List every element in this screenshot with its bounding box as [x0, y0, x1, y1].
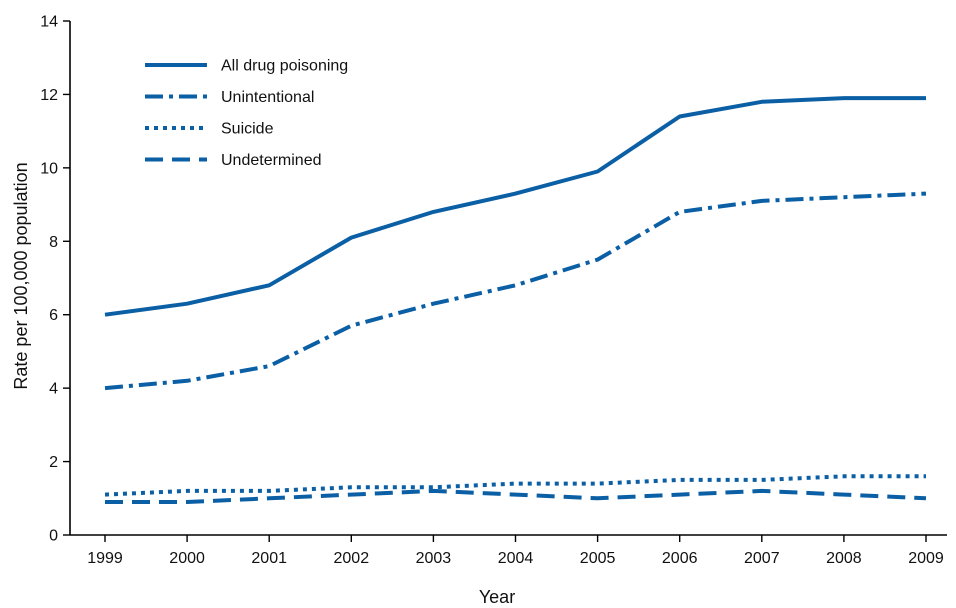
- series-line-undetermined: [105, 488, 927, 504]
- y-tick-label: 12: [40, 87, 58, 104]
- y-axis: 0 2 4 6 8 10 12 14: [40, 14, 71, 545]
- x-tick-label: 2005: [580, 550, 616, 567]
- legend-label: Unintentional: [221, 89, 314, 106]
- x-tick-label: 1999: [87, 550, 123, 567]
- x-tick-label: 2002: [334, 550, 370, 567]
- y-tick-label: 6: [49, 307, 58, 324]
- series-lines: [104, 96, 927, 504]
- x-tick-label: 2009: [908, 550, 944, 567]
- x-axis: 1999 2000 2001 2002 2003 2004 2005 2006 2007 2008…: [70, 534, 947, 567]
- x-tick-label: 2001: [251, 550, 287, 567]
- legend: All drug poisoning Unintentional Suicide Un…: [145, 58, 348, 169]
- y-tick-label: 4: [49, 381, 58, 398]
- y-tick-label: 14: [40, 14, 58, 31]
- x-tick-label: 2006: [662, 550, 698, 567]
- y-tick-label: 10: [40, 160, 58, 177]
- legend-label: All drug poisoning: [221, 58, 348, 75]
- y-axis-title: Rate per 100,000 population: [11, 162, 31, 389]
- legend-label: Suicide: [221, 121, 274, 138]
- series-line-suicide: [104, 474, 926, 497]
- x-tick-label: 2004: [498, 550, 534, 567]
- x-axis-title: Year: [479, 587, 515, 607]
- x-tick-label: 2000: [169, 550, 205, 567]
- x-tick-label: 2007: [744, 550, 780, 567]
- y-tick-label: 0: [49, 528, 58, 545]
- x-tick-label: 2003: [416, 550, 452, 567]
- y-tick-label: 8: [49, 234, 58, 251]
- legend-label: Undetermined: [221, 152, 322, 169]
- series-line-unintentional: [104, 191, 927, 391]
- y-tick-label: 2: [49, 454, 58, 471]
- x-tick-label: 2008: [826, 550, 862, 567]
- series-line-all-drug-poisoning: [104, 96, 926, 317]
